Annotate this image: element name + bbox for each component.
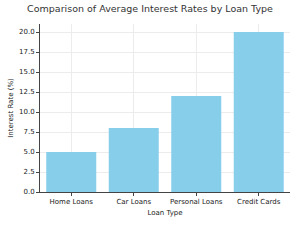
- svg-text:10.0: 10.0: [19, 108, 35, 116]
- svg-text:Car Loans: Car Loans: [116, 198, 151, 206]
- svg-text:Home Loans: Home Loans: [50, 198, 94, 206]
- svg-text:Interest Rate (%): Interest Rate (%): [7, 78, 15, 138]
- svg-text:0.0: 0.0: [23, 188, 34, 196]
- svg-text:Personal Loans: Personal Loans: [170, 198, 223, 206]
- svg-text:Credit Cards: Credit Cards: [237, 198, 281, 206]
- svg-text:20.0: 20.0: [19, 28, 35, 36]
- svg-text:5.0: 5.0: [23, 148, 34, 156]
- svg-text:17.5: 17.5: [19, 48, 35, 56]
- svg-text:12.5: 12.5: [19, 88, 35, 96]
- svg-text:Loan Type: Loan Type: [147, 209, 182, 217]
- svg-text:Comparison of Average Interest: Comparison of Average Interest Rates by …: [27, 3, 273, 14]
- svg-text:7.5: 7.5: [23, 128, 34, 136]
- svg-text:15.0: 15.0: [19, 68, 35, 76]
- svg-text:2.5: 2.5: [23, 168, 34, 176]
